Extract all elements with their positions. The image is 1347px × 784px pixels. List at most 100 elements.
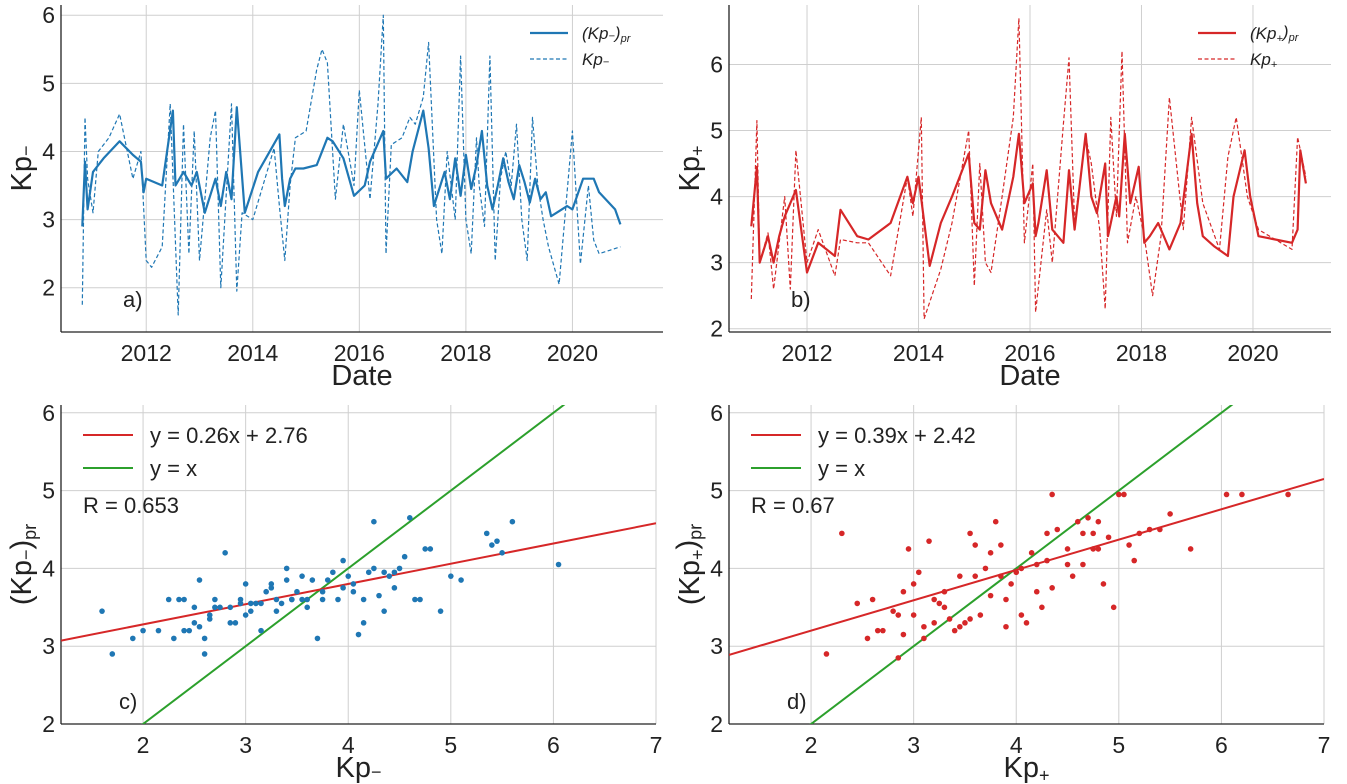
data-point [941,588,948,595]
data-point [417,596,423,603]
legend-identity-label: y = x [150,456,197,481]
x-tick-label: 2012 [781,340,832,366]
x-axis-label: Kp− [336,752,382,784]
fit-line [729,477,1324,656]
data-point [232,620,239,626]
data-point [864,635,871,642]
data-point [869,596,876,603]
data-point [319,588,326,595]
data-point [376,592,382,599]
data-point [972,573,979,579]
x-tick-label: 4 [1010,732,1023,758]
data-point [910,581,917,587]
data-point [273,608,280,614]
x-tick-label: 2 [137,732,150,758]
x-tick-label: 6 [547,732,560,758]
data-point [99,608,105,614]
data-point [371,518,377,525]
data-point [140,627,146,634]
data-point [499,550,505,556]
legend-fit-label: y = 0.26x + 2.76 [150,423,308,448]
panel-letter: d) [787,689,807,714]
data-point [242,581,249,587]
data-point [355,631,362,638]
panel-b-date-kp-plus: 2012 2014 2016 2018 2020 2 3 4 5 6 Date Kp+ (Kp+)pr K… [674,5,1331,392]
x-axis-label: Kp+ [1004,752,1050,784]
y-tick-label: 3 [710,633,723,659]
panel-a-date-kp-minus: 2012 2014 2016 2018 2020 2 3 4 5 6 Date Kp− (Kp−)pr K… [6,2,663,392]
data-point [1095,518,1102,525]
identity-line [809,405,1234,724]
data-point [1064,546,1071,552]
y-tick-label: 2 [710,711,723,737]
data-point [1239,491,1245,498]
y-axis-label: (Kp−)pr [5,524,39,605]
data-point [982,565,989,572]
data-point [222,550,228,556]
data-point [412,596,418,603]
data-point [360,596,367,603]
data-point [1126,542,1132,548]
data-point [1121,491,1127,498]
series-observed-line [750,17,1307,320]
data-point [201,651,208,657]
data-point [931,596,937,603]
data-point [972,542,979,548]
x-tick-label: 2018 [440,340,491,366]
plot-area [81,14,622,316]
x-tick-label: 2020 [1227,340,1278,366]
data-point [483,530,490,537]
data-point [350,581,357,587]
x-axis-label: Date [331,360,392,392]
data-point [839,530,845,537]
x-tick-label: 5 [444,732,457,758]
data-point [992,518,999,525]
data-point [977,612,984,618]
data-point [1003,596,1009,603]
data-point [1028,550,1035,556]
data-point [936,600,943,607]
data-point [895,612,902,618]
data-point [227,620,234,626]
plot-area [729,405,1324,724]
data-point [365,569,372,576]
x-tick-label: 2014 [893,340,944,366]
data-point [1044,557,1050,564]
y-tick-label: 4 [42,555,55,581]
legend-identity-label: y = x [818,456,865,481]
data-point [191,620,198,626]
y-tick-label: 6 [42,2,55,28]
data-point [278,600,285,607]
data-point [381,608,387,614]
data-point [268,585,275,591]
data-point [1100,581,1107,587]
data-point [1074,518,1081,525]
data-point [181,627,187,634]
y-axis-label: (Kp+)pr [671,524,707,605]
data-point [171,635,177,642]
data-point [130,635,136,642]
data-point [1049,585,1055,591]
fit-line [61,522,656,642]
data-point [1136,530,1143,537]
x-tick-label: 4 [342,732,355,758]
data-point [494,538,500,544]
data-point [155,627,162,634]
data-point [1110,604,1117,611]
y-tick-label: 4 [42,138,55,164]
data-point [176,596,182,603]
data-point [890,608,896,614]
y-tick-label: 6 [42,400,55,426]
y-axis-label: Kp+ [674,146,708,192]
panel-letter: b) [791,287,811,312]
identity-line [141,405,566,724]
data-point [987,592,994,599]
data-point [1146,526,1153,533]
data-point [247,608,254,614]
data-point [1157,526,1163,533]
data-point [360,620,367,626]
data-point [381,569,387,576]
data-point [1116,491,1122,498]
series-predicted-line [81,106,622,227]
data-point [181,596,187,603]
